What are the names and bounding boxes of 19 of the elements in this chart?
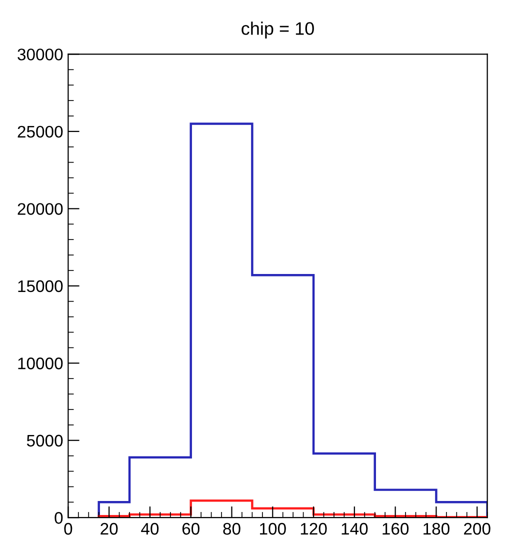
x-tick-label: 200 xyxy=(464,522,490,535)
x-tick-label: 0 xyxy=(64,522,72,535)
y-tick-label: 25000 xyxy=(18,126,63,138)
x-tick-label: 80 xyxy=(223,522,240,535)
y-tick-label: 30000 xyxy=(18,48,63,60)
y-tick-label: 5000 xyxy=(26,434,63,447)
x-tick-label: 140 xyxy=(342,522,368,535)
chart-title: chip = 10 xyxy=(242,22,314,38)
x-tick-label: 160 xyxy=(382,522,409,535)
x-tick-label: 180 xyxy=(424,522,450,535)
x-tick-label: 40 xyxy=(141,522,159,535)
x-tick-label: 100 xyxy=(260,522,286,535)
y-tick-label: 10000 xyxy=(18,358,63,370)
x-tick-label: 20 xyxy=(100,522,118,535)
x-tick-label: 120 xyxy=(300,522,327,535)
y-tick-label: 15000 xyxy=(18,280,63,292)
y-tick-label: 0 xyxy=(54,512,63,524)
x-tick-label: 60 xyxy=(182,522,200,535)
y-tick-label: 20000 xyxy=(18,203,63,215)
